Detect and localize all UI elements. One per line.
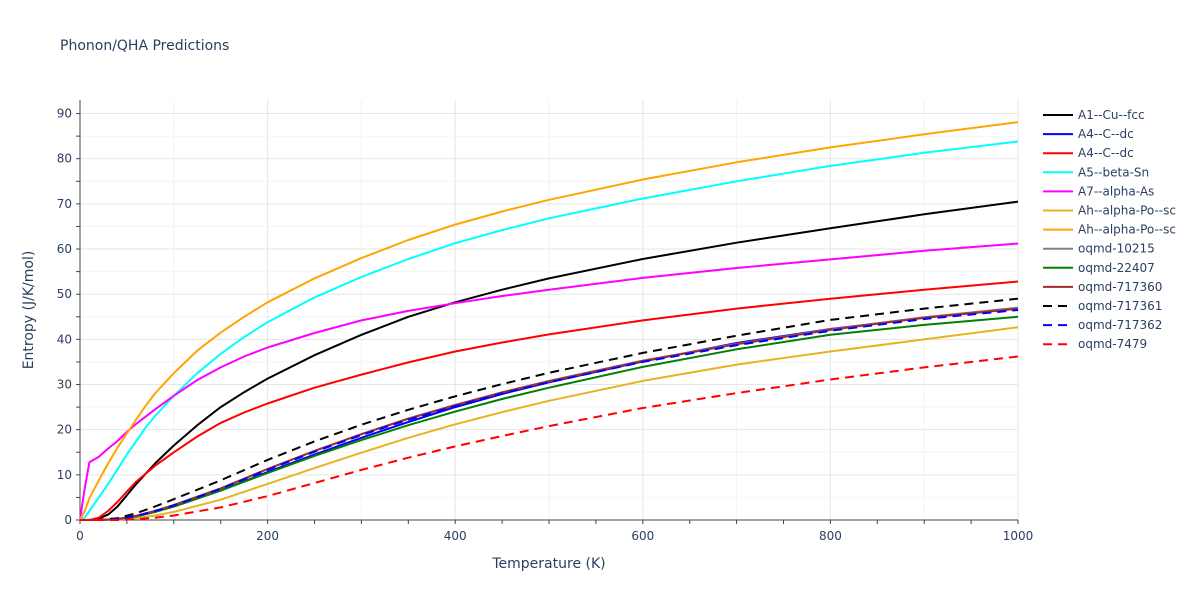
axes: 0 200 400 600 800 1000 0 10 20 30 40 50 60 70 80 90	[57, 100, 1034, 543]
legend-label: A5--beta-Sn	[1078, 165, 1149, 179]
legend-item[interactable]: oqmd-10215	[1043, 242, 1155, 256]
y-tick-label: 90	[57, 107, 72, 121]
series-line-11	[80, 309, 1019, 521]
series-line-2	[80, 280, 1019, 521]
legend-label: A7--alpha-As	[1078, 184, 1154, 198]
chart-title: Phonon/QHA Predictions	[60, 38, 229, 54]
series-line-0	[80, 200, 1019, 521]
legend-label: A1--Cu--fcc	[1078, 108, 1145, 122]
legend-item[interactable]: oqmd-22407	[1043, 261, 1155, 275]
y-tick-label: 30	[57, 378, 72, 392]
series-line-3	[79, 140, 1019, 521]
legend-label: oqmd-10215	[1078, 242, 1155, 256]
legend-label: Ah--alpha-Po--sc	[1078, 223, 1176, 237]
legend-label: oqmd-717362	[1078, 318, 1162, 332]
y-tick-label: 20	[57, 423, 72, 437]
x-axis-title: Temperature (K)	[491, 556, 605, 572]
legend-item[interactable]: oqmd-7479	[1043, 337, 1147, 351]
series-line-4	[79, 242, 1019, 521]
legend-item[interactable]: oqmd-717360	[1043, 280, 1162, 294]
plot-area	[79, 121, 1019, 521]
y-tick-label: 50	[57, 287, 72, 301]
y-tick-label: 80	[57, 152, 72, 166]
y-tick-label: 70	[57, 197, 72, 211]
y-tick-label: 60	[57, 242, 72, 256]
legend-item[interactable]: A4--C--dc	[1043, 127, 1134, 141]
legend-label: oqmd-7479	[1078, 337, 1147, 351]
series-line-5	[80, 326, 1019, 521]
legend[interactable]: A1--Cu--fcc A4--C--dc A4--C--dc A5--beta-Sn…	[1043, 108, 1176, 351]
legend-item[interactable]: Ah--alpha-Po--sc	[1043, 204, 1176, 218]
series-line-6	[79, 121, 1019, 521]
legend-label: oqmd-717360	[1078, 280, 1162, 294]
y-tick-label: 40	[57, 332, 72, 346]
legend-item[interactable]: A4--C--dc	[1043, 146, 1134, 160]
x-tick-label: 600	[631, 529, 654, 543]
grid	[80, 100, 1019, 520]
legend-label: oqmd-717361	[1078, 299, 1162, 313]
y-axis-title: Entropy (J/K/mol)	[21, 251, 37, 370]
legend-item[interactable]: Ah--alpha-Po--sc	[1043, 223, 1176, 237]
x-tick-label: 400	[444, 529, 467, 543]
y-tick-label: 10	[57, 468, 72, 482]
series-line-12	[80, 355, 1019, 521]
y-tick-label: 0	[64, 513, 72, 527]
legend-item[interactable]: oqmd-717361	[1043, 299, 1162, 313]
legend-label: A4--C--dc	[1078, 127, 1134, 141]
legend-label: oqmd-22407	[1078, 261, 1155, 275]
legend-label: Ah--alpha-Po--sc	[1078, 204, 1176, 218]
x-tick-label: 1000	[1003, 529, 1034, 543]
legend-label: A4--C--dc	[1078, 146, 1134, 160]
legend-item[interactable]: A7--alpha-As	[1043, 184, 1154, 198]
x-tick-label: 0	[76, 529, 84, 543]
x-tick-label: 200	[256, 529, 279, 543]
x-tick-label: 800	[819, 529, 842, 543]
legend-item[interactable]: oqmd-717362	[1043, 318, 1162, 332]
legend-item[interactable]: A1--Cu--fcc	[1043, 108, 1145, 122]
legend-item[interactable]: A5--beta-Sn	[1043, 165, 1149, 179]
